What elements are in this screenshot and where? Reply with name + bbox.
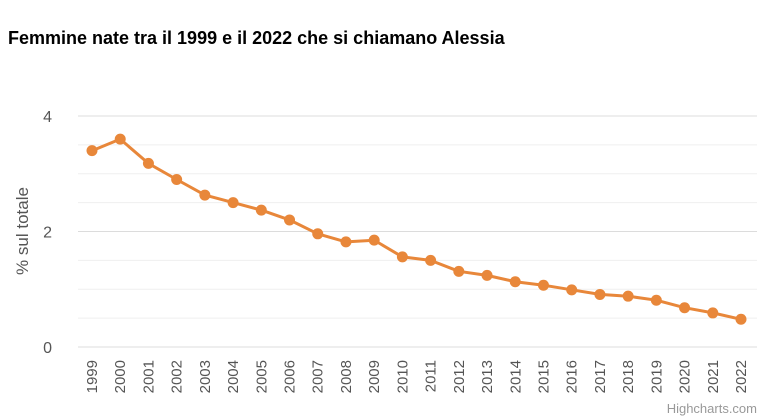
data-point[interactable] xyxy=(679,302,691,314)
data-point[interactable] xyxy=(227,197,239,209)
data-point[interactable] xyxy=(396,251,408,263)
data-point[interactable] xyxy=(312,228,324,240)
x-tick-label: 2016 xyxy=(564,360,581,393)
x-tick-label: 2017 xyxy=(592,360,609,393)
data-point[interactable] xyxy=(255,204,267,216)
data-point[interactable] xyxy=(86,145,98,157)
data-point[interactable] xyxy=(481,269,493,281)
x-tick-label: 2021 xyxy=(705,360,722,393)
x-tick-label: 2009 xyxy=(366,360,383,393)
y-tick-label: 4 xyxy=(43,109,52,126)
x-tick-label: 2022 xyxy=(733,360,750,393)
data-point[interactable] xyxy=(284,214,296,226)
y-tick-label: 2 xyxy=(43,225,52,242)
x-tick-label: 2015 xyxy=(535,360,552,393)
x-tick-label: 2014 xyxy=(507,360,524,393)
x-tick-label: 2019 xyxy=(648,360,665,393)
data-point[interactable] xyxy=(368,234,380,246)
data-point[interactable] xyxy=(622,290,634,302)
grid-lines xyxy=(78,115,757,348)
data-point[interactable] xyxy=(537,279,549,291)
series-line xyxy=(91,137,742,321)
data-point[interactable] xyxy=(453,265,465,277)
data-point[interactable] xyxy=(114,133,126,145)
x-tick-label: 2010 xyxy=(394,360,411,393)
x-tick-label: 2018 xyxy=(620,360,637,393)
data-point[interactable] xyxy=(171,174,183,186)
x-tick-label: 2012 xyxy=(451,360,468,393)
data-point[interactable] xyxy=(735,313,747,325)
x-tick-label: 2006 xyxy=(282,360,299,393)
x-tick-label: 2002 xyxy=(169,360,186,393)
data-point[interactable] xyxy=(199,189,211,201)
x-tick-label: 2011 xyxy=(423,360,440,392)
x-tick-label: 2013 xyxy=(479,360,496,393)
data-point[interactable] xyxy=(425,254,437,266)
data-points xyxy=(86,133,747,325)
data-point[interactable] xyxy=(566,284,578,296)
x-tick-label: 2001 xyxy=(140,360,157,393)
y-axis-ticks: 0 2 4 xyxy=(43,109,52,357)
data-point[interactable] xyxy=(594,288,606,300)
data-point[interactable] xyxy=(142,157,154,169)
x-axis-ticks: 1999 2000 2001 2002 2003 2004 2005 2006 2007 2008… xyxy=(84,360,750,393)
y-tick-label: 0 xyxy=(43,340,52,357)
data-point[interactable] xyxy=(707,307,719,319)
x-tick-label: 2003 xyxy=(197,360,214,393)
data-point[interactable] xyxy=(340,236,352,248)
data-point[interactable] xyxy=(509,276,521,288)
x-tick-label: 2007 xyxy=(310,360,327,393)
credits-link[interactable]: Highcharts.com xyxy=(666,401,757,416)
data-point[interactable] xyxy=(650,294,662,306)
x-tick-label: 2020 xyxy=(677,360,694,393)
chart-title: Femmine nate tra il 1999 e il 2022 che s… xyxy=(8,28,505,48)
y-axis-label: % sul totale xyxy=(13,187,32,275)
x-tick-label: 2005 xyxy=(253,360,270,393)
x-tick-label: 2008 xyxy=(338,360,355,393)
x-tick-label: 2000 xyxy=(112,360,129,393)
x-tick-label: 1999 xyxy=(84,360,101,393)
x-tick-label: 2004 xyxy=(225,360,242,393)
